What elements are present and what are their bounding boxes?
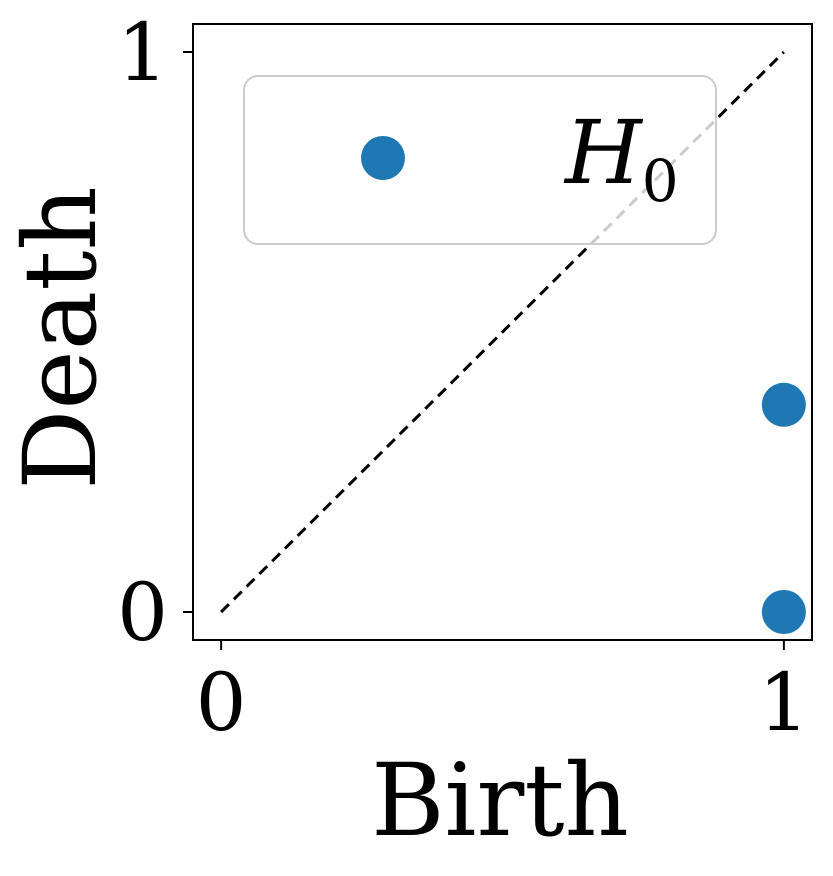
data-points: [761, 382, 806, 634]
legend: H0: [243, 75, 717, 245]
data-point: [761, 590, 806, 634]
y-axis-label: Death: [2, 186, 119, 490]
legend-label: H0: [563, 101, 679, 215]
plot-area: [192, 23, 813, 641]
diagonal-line: [220, 50, 785, 614]
x-tick-label: 0: [196, 656, 247, 749]
x-tick-label: 1: [758, 656, 809, 749]
x-axis-label: Birth: [371, 742, 629, 859]
legend-marker: [361, 136, 405, 180]
legend-label-subscript: 0: [642, 147, 679, 215]
y-tick-label: 1: [117, 6, 168, 99]
legend-box: [243, 75, 717, 245]
legend-label-main: H: [563, 101, 644, 204]
y-ticks: 01: [117, 6, 193, 659]
y-tick-label: 0: [117, 566, 168, 659]
data-point: [761, 382, 806, 427]
